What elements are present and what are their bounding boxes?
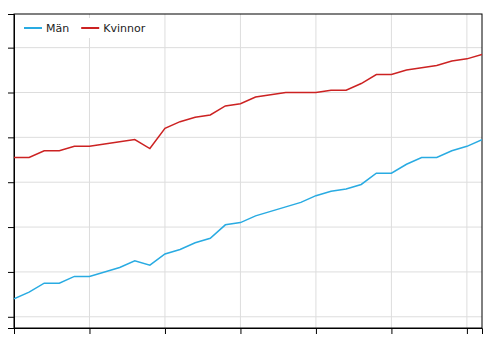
tick (8, 93, 14, 94)
tick (467, 328, 468, 334)
plot-frame (14, 14, 482, 328)
legend-item: Kvinnor (81, 22, 145, 35)
grid-line (14, 137, 482, 138)
grid-line (89, 14, 90, 328)
tick-mark (391, 328, 392, 334)
grid-line (315, 14, 316, 328)
tick-mark (8, 182, 14, 183)
tick-mark (316, 328, 317, 334)
axis-line (15, 329, 483, 335)
tick-mark (8, 317, 14, 318)
grid-line (14, 182, 482, 183)
tick-mark (89, 328, 90, 334)
tick-mark (8, 48, 14, 49)
tick-mark (8, 93, 14, 94)
tick-mark (467, 328, 468, 334)
plot: Män Kvinnor (8, 14, 483, 334)
tick (8, 317, 14, 318)
tick (8, 182, 14, 183)
y-axis (8, 15, 15, 329)
tick-mark (240, 328, 241, 334)
tick (89, 328, 90, 334)
tick-mark (165, 328, 166, 334)
grid-line (240, 14, 241, 328)
tick (316, 328, 317, 334)
grid-line (14, 47, 482, 48)
legend-background (18, 18, 151, 38)
grid-line (466, 14, 467, 328)
grid (14, 14, 482, 328)
tick-mark (8, 227, 14, 228)
series-line (14, 140, 482, 299)
series-line (14, 54, 482, 157)
legend-label: Kvinnor (103, 22, 145, 35)
grid-line (14, 92, 482, 93)
legend-swatch (24, 27, 42, 29)
grid-line (14, 227, 482, 228)
grid-line (14, 316, 482, 317)
x-axis (15, 328, 483, 334)
tick-mark (8, 272, 14, 273)
lines (14, 54, 482, 298)
tick (8, 227, 14, 228)
tick (391, 328, 392, 334)
tick (165, 328, 166, 334)
tick (240, 328, 241, 334)
legend-swatch (81, 27, 99, 29)
tick-mark (8, 137, 14, 138)
legend-item: Män (24, 22, 69, 35)
tick (8, 48, 14, 49)
legend: Män Kvinnor (18, 18, 151, 38)
tick (8, 272, 14, 273)
legend-label: Män (46, 22, 69, 35)
tick (8, 137, 14, 138)
axis-line (8, 15, 15, 329)
grid-line (164, 14, 165, 328)
grid-line (391, 14, 392, 328)
grid-line (14, 271, 482, 272)
chart: Män Kvinnor (0, 0, 496, 342)
